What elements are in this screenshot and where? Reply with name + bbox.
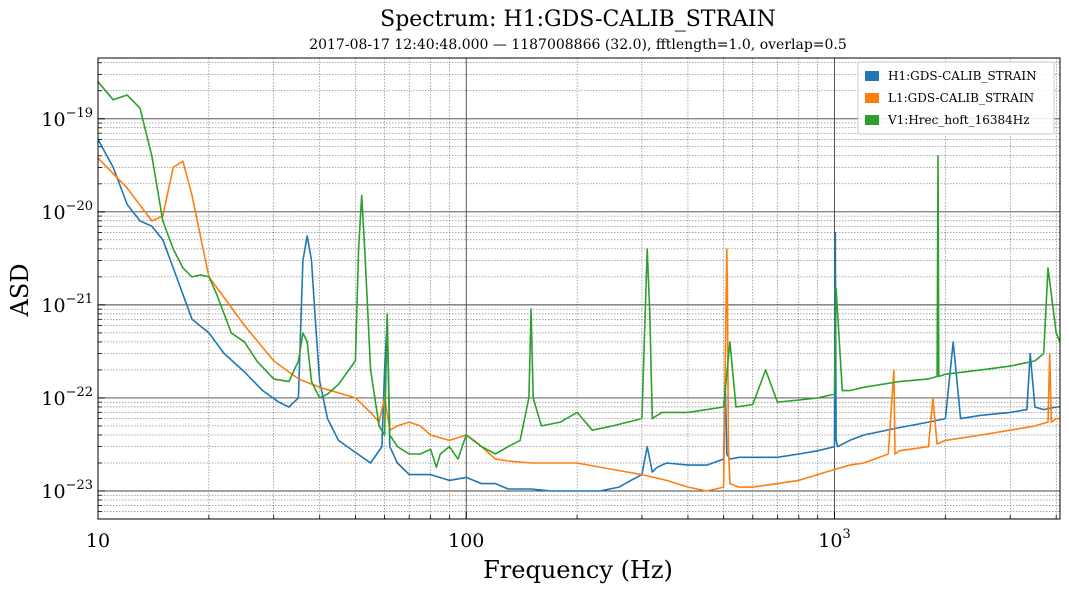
- series-layer: [97, 81, 1061, 492]
- chart-title: Spectrum: H1:GDS-CALIB_STRAIN: [380, 7, 776, 32]
- x-tick-labels: 10 100 103: [86, 527, 851, 552]
- minor-grid: [98, 58, 1060, 520]
- y-axis-label: ASD: [6, 263, 34, 317]
- plot-frame: [97, 57, 1061, 520]
- y-tick-label: 10−19: [41, 106, 93, 131]
- legend: H1:GDS-CALIB_STRAIN L1:GDS-CALIB_STRAIN V1…: [857, 61, 1055, 135]
- series-line-3: [97, 81, 1061, 469]
- legend-swatch: [865, 115, 879, 125]
- series-line-1: [97, 139, 1060, 492]
- series-line-2: [97, 157, 1060, 492]
- y-tick-label: 10−23: [41, 478, 93, 503]
- legend-entry: L1:GDS-CALIB_STRAIN: [888, 91, 1034, 105]
- legend-swatch: [865, 93, 879, 103]
- axis-ticks: [97, 62, 1057, 520]
- x-tick-label: 100: [448, 530, 484, 552]
- y-tick-label: 10−21: [41, 292, 93, 317]
- x-tick-label: 10: [86, 530, 110, 552]
- x-axis-label: Frequency (Hz): [483, 556, 673, 584]
- x-tick-label: 103: [818, 527, 850, 552]
- legend-box: [857, 61, 1055, 135]
- legend-entry: V1:Hrec_hoft_16384Hz: [887, 113, 1030, 127]
- y-tick-label: 10−20: [41, 199, 93, 224]
- y-tick-label: 10−22: [41, 385, 93, 410]
- y-tick-labels: 10−23 10−22 10−21 10−20 10−19: [41, 106, 93, 503]
- legend-swatch: [865, 71, 879, 81]
- chart-subtitle: 2017-08-17 12:40:48.000 — 1187008866 (32…: [309, 37, 847, 53]
- legend-entry: H1:GDS-CALIB_STRAIN: [888, 69, 1037, 83]
